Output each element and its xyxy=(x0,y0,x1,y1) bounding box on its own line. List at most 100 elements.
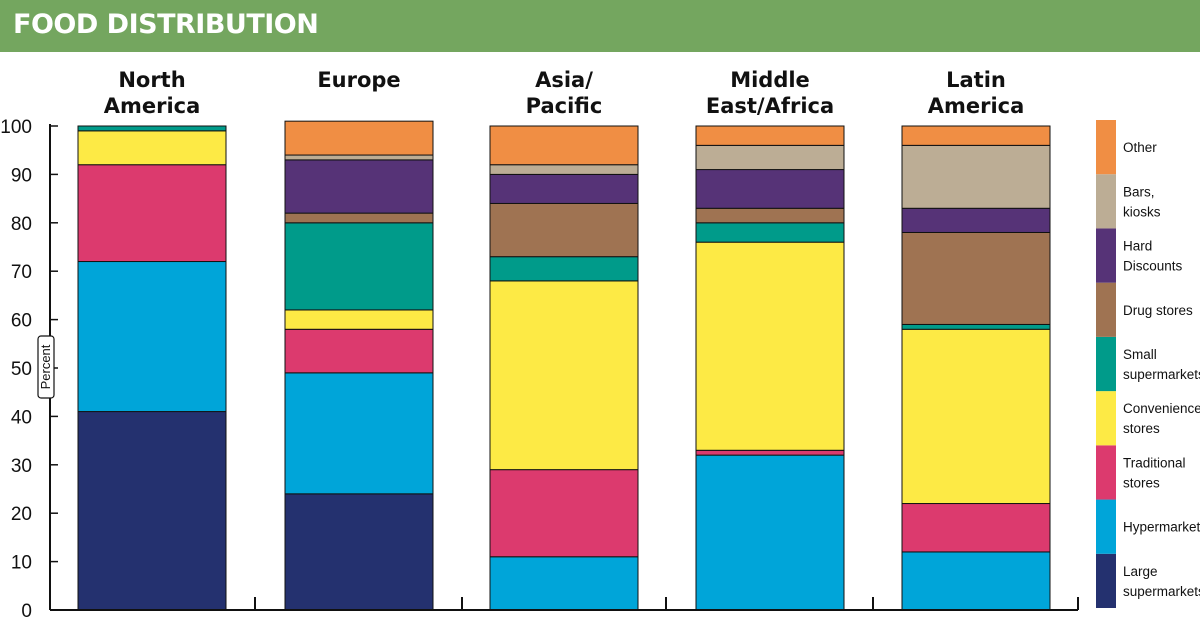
y-axis-label: Percent xyxy=(37,335,55,399)
bar-segment xyxy=(489,556,639,611)
legend-swatch xyxy=(1096,174,1116,229)
category-label-line: Pacific xyxy=(526,94,603,118)
bar-segment xyxy=(489,164,639,175)
legend-label-line: Large xyxy=(1123,564,1158,579)
bar-segment xyxy=(489,280,639,471)
y-tick-label: 20 xyxy=(11,504,32,525)
category-label-line: Europe xyxy=(317,68,400,92)
chart-header-bar: FOOD DISTRIBUTION xyxy=(0,0,1200,52)
legend-label: Hypermarkets xyxy=(1123,520,1200,535)
chart-title: FOOD DISTRIBUTION xyxy=(13,9,319,40)
legend-label: Small supermarkets xyxy=(1123,347,1200,382)
legend-label-line: supermarkets xyxy=(1123,367,1200,382)
bar-segment xyxy=(489,256,639,282)
y-tick-label: 10 xyxy=(11,553,32,574)
y-tick-label: 90 xyxy=(11,165,32,186)
legend-swatch xyxy=(1096,499,1116,554)
category-label-line: North xyxy=(118,68,185,92)
legend-swatch xyxy=(1096,336,1116,392)
category-label-line: Asia/ xyxy=(535,68,593,92)
bar-segment xyxy=(489,173,639,204)
bar-segment xyxy=(284,154,434,161)
legend-label-line: Hypermarkets xyxy=(1123,520,1200,535)
bar-segment xyxy=(695,207,845,224)
bar-segment xyxy=(284,372,434,495)
legend-swatch xyxy=(1096,553,1116,608)
bar-segment xyxy=(695,449,845,456)
bar-segment xyxy=(901,125,1051,146)
bar-segment xyxy=(284,493,434,611)
legend-label-line: Hard xyxy=(1123,239,1152,254)
legend-label: Large supermarkets xyxy=(1123,564,1200,599)
bar-segment xyxy=(284,222,434,311)
bar-segment xyxy=(489,202,639,258)
category-label: Latin America xyxy=(928,68,1025,118)
y-tick-label: 30 xyxy=(11,456,32,477)
y-tick-label: 80 xyxy=(11,214,32,235)
category-label: Asia/Pacific xyxy=(526,68,603,118)
legend-label: Other xyxy=(1123,140,1157,155)
legend-label-line: supermarkets xyxy=(1123,584,1200,599)
bar-segment xyxy=(901,503,1051,553)
y-tick-label: 60 xyxy=(11,311,32,332)
legend-label: Bars, kiosks xyxy=(1123,184,1161,219)
bar-segment xyxy=(695,222,845,243)
bar-segment xyxy=(77,411,227,611)
y-tick-label: 40 xyxy=(11,407,32,428)
legend-label-line: Drug stores xyxy=(1123,303,1193,318)
legend-label-line: stores xyxy=(1123,421,1160,436)
category-label: Europe xyxy=(317,68,400,92)
legend-label-line: Convenience xyxy=(1123,401,1200,416)
legend-swatch xyxy=(1096,391,1116,446)
legend-label-line: Bars, xyxy=(1123,184,1155,199)
y-tick-label: 70 xyxy=(11,262,32,283)
legend-swatch xyxy=(1096,228,1116,283)
bar-segment xyxy=(284,328,434,374)
category-label-line: East/Africa xyxy=(706,94,834,118)
bar-segment xyxy=(77,164,227,263)
axes-layer: 0 10 20 30 40 50 60 70 80 90 100 xyxy=(0,117,1079,621)
category-label-line: America xyxy=(928,94,1025,118)
bar-segment xyxy=(77,261,227,413)
bar-segment xyxy=(901,328,1051,505)
bar-segment xyxy=(695,144,845,171)
legend-label: Traditional stores xyxy=(1123,455,1186,490)
legend-swatch xyxy=(1096,282,1116,337)
y-tick-label: 100 xyxy=(0,117,32,138)
y-axis-label-box xyxy=(37,335,55,399)
legend-swatch xyxy=(1096,120,1116,175)
legend-label-line: Traditional xyxy=(1123,455,1186,470)
bar-segment xyxy=(901,323,1051,330)
legend-label: Drug stores xyxy=(1123,303,1193,318)
bar-segment xyxy=(901,207,1051,233)
bar-segment xyxy=(284,159,434,214)
category-label-line: Middle xyxy=(730,68,810,92)
y-axis-label-text: Percent xyxy=(38,344,53,389)
bar-segment xyxy=(695,125,845,146)
bar-segment xyxy=(77,125,227,132)
bar-segment xyxy=(901,231,1051,325)
legend-label-line: Other xyxy=(1123,140,1157,155)
bar-segment xyxy=(901,144,1051,209)
legend-label: Convenience stores xyxy=(1123,401,1200,436)
bars-layer xyxy=(77,120,1051,611)
legend-label-line: Small xyxy=(1123,347,1157,362)
y-tick-label: 50 xyxy=(11,359,32,380)
category-label-line: America xyxy=(104,94,201,118)
legend-label-line: Discounts xyxy=(1123,259,1183,274)
category-label: Middle East/Africa xyxy=(706,68,834,118)
legend-label: Hard Discounts xyxy=(1123,239,1183,274)
bar-segment xyxy=(284,309,434,330)
bar-segment xyxy=(284,212,434,224)
y-tick-label: 0 xyxy=(21,601,32,621)
bar-segment xyxy=(77,130,227,166)
legend-label-line: kiosks xyxy=(1123,204,1161,219)
category-label: North America xyxy=(104,68,201,118)
legend: Large supermarkets Hypermarkets Traditional… xyxy=(1096,120,1200,608)
legend-label-line: stores xyxy=(1123,475,1160,490)
bar-segment xyxy=(695,241,845,451)
bar-segment xyxy=(489,469,639,558)
bar-segment xyxy=(695,454,845,611)
